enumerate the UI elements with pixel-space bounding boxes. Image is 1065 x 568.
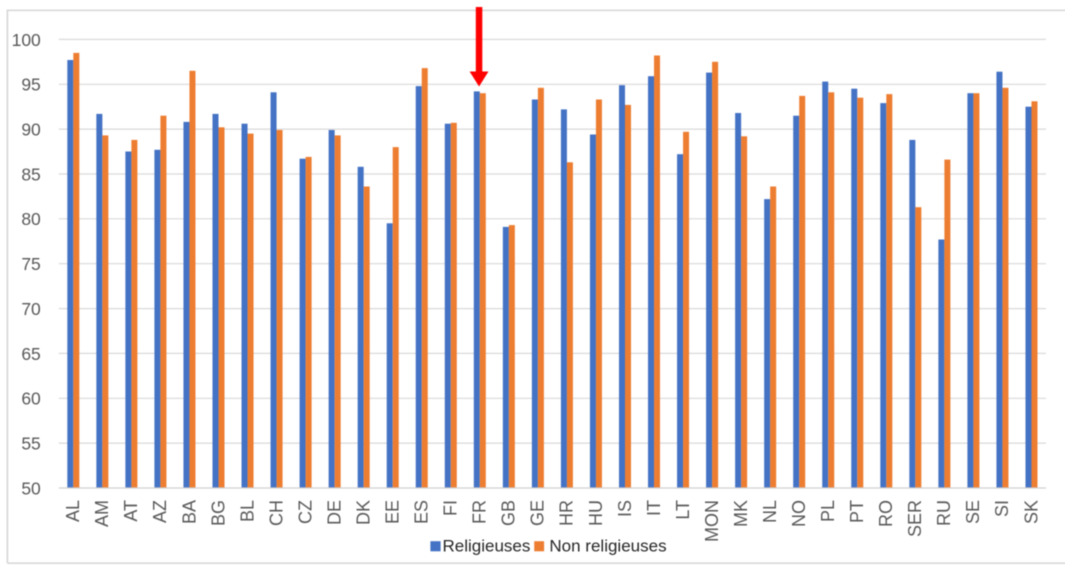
svg-text:GB: GB — [499, 500, 519, 526]
svg-text:SK: SK — [1021, 500, 1041, 524]
svg-text:CZ: CZ — [295, 500, 315, 524]
svg-text:DE: DE — [324, 500, 344, 525]
svg-text:BG: BG — [208, 500, 228, 526]
svg-text:HR: HR — [557, 500, 577, 526]
svg-text:IT: IT — [644, 500, 664, 516]
svg-text:PL: PL — [818, 500, 838, 522]
svg-text:MON: MON — [702, 500, 722, 542]
svg-text:AT: AT — [121, 500, 141, 522]
svg-text:BL: BL — [237, 500, 257, 522]
svg-text:RU: RU — [934, 500, 954, 526]
svg-text:FI: FI — [441, 500, 461, 516]
svg-text:MK: MK — [731, 500, 751, 527]
svg-text:80: 80 — [21, 209, 41, 229]
svg-text:75: 75 — [21, 254, 40, 274]
svg-text:IS: IS — [615, 500, 635, 517]
svg-text:55: 55 — [21, 434, 40, 454]
svg-text:HU: HU — [586, 500, 606, 526]
svg-text:ES: ES — [412, 500, 432, 524]
svg-text:SI: SI — [992, 500, 1012, 517]
svg-text:BA: BA — [179, 500, 199, 524]
svg-text:65: 65 — [21, 344, 40, 364]
svg-text:60: 60 — [21, 389, 41, 409]
svg-text:GE: GE — [528, 500, 548, 526]
svg-text:AZ: AZ — [150, 500, 170, 523]
svg-text:RO: RO — [876, 500, 896, 527]
svg-text:EE: EE — [383, 500, 403, 524]
svg-text:AL: AL — [63, 500, 83, 522]
svg-text:FR: FR — [470, 500, 490, 524]
svg-text:NO: NO — [789, 500, 809, 527]
svg-text:SE: SE — [963, 500, 983, 524]
svg-text:Religieuses: Religieuses — [443, 537, 531, 556]
svg-text:Non religieuses: Non religieuses — [549, 537, 666, 556]
svg-text:100: 100 — [12, 30, 41, 50]
svg-text:70: 70 — [21, 299, 41, 319]
svg-text:50: 50 — [21, 478, 41, 498]
svg-text:AM: AM — [92, 500, 112, 527]
svg-text:SER: SER — [905, 500, 925, 537]
svg-text:DK: DK — [354, 500, 374, 525]
svg-text:LT: LT — [673, 500, 693, 520]
svg-text:PT: PT — [847, 500, 867, 523]
svg-text:90: 90 — [21, 120, 41, 140]
svg-text:95: 95 — [21, 75, 40, 95]
svg-text:85: 85 — [21, 164, 40, 184]
svg-text:NL: NL — [760, 500, 780, 523]
svg-text:CH: CH — [266, 500, 286, 526]
